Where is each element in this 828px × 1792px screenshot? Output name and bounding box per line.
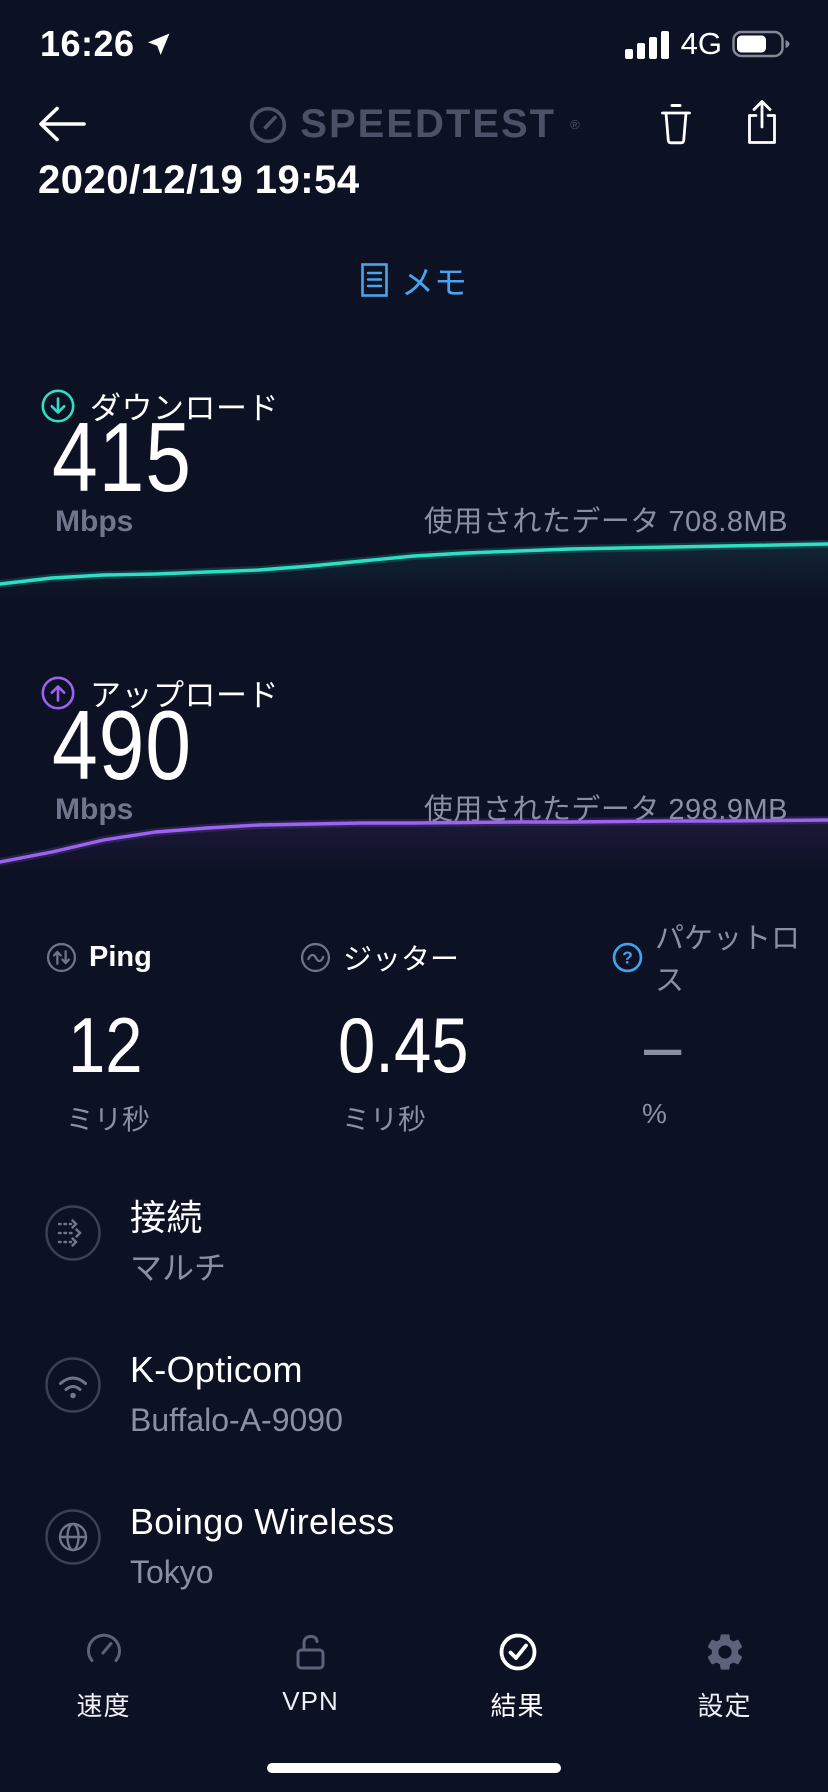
download-data-used: 使用されたデータ 708.8MB: [423, 506, 788, 538]
upload-arrow-icon: [40, 675, 76, 711]
tab-results-label: 結果: [490, 1691, 545, 1721]
clock-time: 16:26: [40, 23, 135, 64]
download-label: ダウンロード: [90, 391, 279, 426]
download-unit: Mbps: [55, 505, 134, 538]
upload-speed-chart: [0, 816, 828, 872]
tab-speed-label: 速度: [76, 1691, 131, 1721]
packet-loss-label: パケットロス: [655, 923, 801, 997]
server-row: Boingo Wireless Tokyo: [44, 1500, 788, 1620]
isp-name: K-Opticom: [130, 1349, 303, 1390]
tab-vpn[interactable]: VPN: [207, 1630, 414, 1723]
vpn-lock-icon: [289, 1630, 333, 1674]
location-arrow-icon: [145, 31, 172, 58]
jitter-wave-icon: [300, 942, 331, 973]
ping-label: Ping: [89, 940, 152, 973]
download-section-header: ダウンロード: [40, 383, 279, 428]
connection-row: 接続 マルチ: [44, 1196, 788, 1316]
tab-speed[interactable]: 速度: [0, 1630, 207, 1723]
cellular-signal-icon: [624, 29, 671, 59]
multi-connection-icon: [44, 1204, 102, 1262]
upload-speed-value: 490: [52, 690, 192, 800]
jitter-unit: ミリ秒: [342, 1104, 427, 1135]
speedtest-gauge-logo-icon: [248, 105, 288, 145]
home-indicator[interactable]: [267, 1763, 561, 1773]
ping-arrows-icon: [46, 942, 77, 973]
server-location: Tokyo: [130, 1554, 214, 1590]
settings-gear-icon: [703, 1630, 747, 1674]
globe-icon: [44, 1508, 102, 1566]
jitter-label: ジッター: [343, 944, 460, 976]
upload-unit: Mbps: [55, 793, 134, 826]
ping-unit: ミリ秒: [66, 1104, 151, 1135]
memo-button-label: メモ: [401, 264, 467, 301]
memo-note-icon: [361, 263, 388, 297]
upload-section-header: アップロード: [40, 670, 279, 715]
connection-subtitle: マルチ: [130, 1250, 227, 1286]
tab-results[interactable]: 結果: [414, 1630, 621, 1723]
memo-button[interactable]: メモ: [0, 256, 828, 304]
back-button[interactable]: [36, 104, 88, 144]
logo-trademark: ®: [570, 117, 580, 132]
upload-label: アップロード: [90, 678, 279, 713]
gauge-icon: [82, 1630, 126, 1674]
svg-text:?: ?: [622, 947, 633, 967]
ping-metric: Ping 12 ミリ秒: [46, 940, 155, 1138]
tab-settings[interactable]: 設定: [621, 1630, 828, 1723]
ping-value: 12: [68, 1001, 143, 1089]
packet-loss-metric: ? パケットロス – %: [612, 923, 828, 1130]
packet-loss-unit: %: [642, 1098, 667, 1129]
packet-loss-value: –: [644, 1001, 682, 1089]
logo-text: SPEEDTEST: [300, 102, 557, 146]
jitter-value: 0.45: [338, 1001, 469, 1089]
tab-bar: 速度 VPN 結果 設定: [0, 1630, 828, 1723]
status-bar: 16:26 4G: [40, 23, 792, 64]
download-speed-value: 415: [52, 402, 192, 512]
tab-settings-label: 設定: [697, 1691, 752, 1721]
delete-result-button[interactable]: [658, 102, 694, 146]
share-result-button[interactable]: [744, 98, 780, 146]
jitter-metric: ジッター 0.45 ミリ秒: [300, 940, 490, 1138]
header: SPEEDTEST ®: [0, 96, 828, 158]
download-meta-row: Mbps 使用されたデータ 708.8MB: [55, 498, 788, 540]
speedtest-logo: SPEEDTEST ®: [0, 102, 828, 147]
wifi-ssid: Buffalo-A-9090: [130, 1402, 343, 1438]
results-check-icon: [496, 1630, 540, 1674]
connection-title: 接続: [130, 1197, 203, 1238]
download-speed-chart: [0, 540, 828, 600]
network-type-label: 4G: [680, 26, 722, 61]
battery-icon: [732, 29, 792, 59]
tab-vpn-label: VPN: [282, 1686, 339, 1716]
wifi-icon: [44, 1356, 102, 1414]
download-arrow-icon: [40, 388, 76, 424]
isp-row: K-Opticom Buffalo-A-9090: [44, 1348, 788, 1468]
server-provider: Boingo Wireless: [130, 1501, 395, 1542]
result-date: 2020/12/19 19:54: [38, 158, 360, 202]
question-icon[interactable]: ?: [612, 942, 643, 973]
